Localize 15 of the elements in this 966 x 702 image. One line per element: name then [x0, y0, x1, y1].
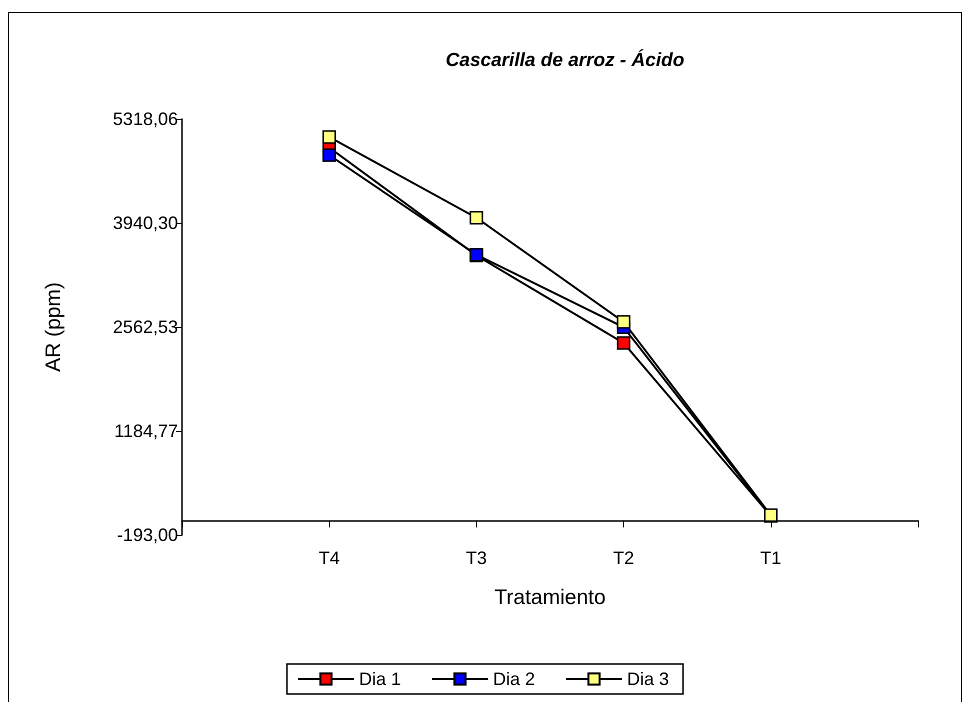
- x-tick-label: T4: [318, 548, 340, 568]
- y-tick-label: 3940,30: [112, 213, 178, 233]
- y-tick-label: -193,00: [116, 525, 178, 545]
- x-axis-title: Tratamiento: [494, 586, 606, 609]
- chart-title: Cascarilla de arroz - Ácido: [446, 49, 684, 71]
- y-tick-label: 2562,53: [112, 317, 178, 337]
- legend-label: Dia 2: [492, 669, 536, 689]
- y-tick-label: 1184,77: [114, 421, 178, 441]
- x-tick-label: T3: [466, 548, 487, 568]
- x-tick-label: T2: [613, 548, 634, 568]
- x-tick-label: T1: [760, 548, 782, 568]
- y-axis-title: AR (ppm): [42, 282, 65, 372]
- legend-label: Dia 1: [358, 669, 401, 689]
- legend-label: Dia 3: [627, 669, 670, 689]
- y-tick-label: 5318,06: [112, 109, 178, 129]
